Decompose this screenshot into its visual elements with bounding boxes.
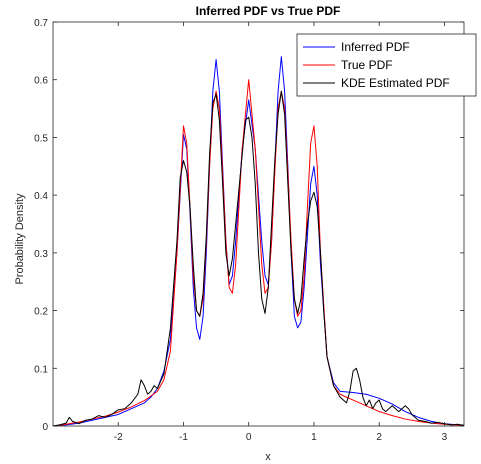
x-tick-label: 1: [311, 432, 317, 443]
x-tick-label: -2: [114, 432, 123, 443]
y-tick-label: 0.6: [34, 76, 48, 87]
y-tick-label: 0: [42, 422, 48, 433]
x-axis-label: x: [265, 451, 271, 463]
y-tick-label: 0.2: [34, 307, 48, 318]
series-group: [53, 56, 464, 426]
plot-area: [52, 21, 465, 427]
y-tick-label: 0.3: [34, 249, 48, 260]
chart-title: Inferred PDF vs True PDF: [196, 4, 341, 18]
y-tick-label: 0.5: [34, 133, 48, 144]
legend-entry-0: Inferred PDF: [341, 40, 410, 54]
x-tick-label: 0: [246, 432, 252, 443]
axis-ticks: -2 -1 0 1 2 3 0 0.1 0.2 0.3 0.4 0.5 0.6 0.7: [34, 18, 464, 443]
y-tick-label: 0.1: [34, 364, 48, 375]
axes-box: [52, 21, 465, 427]
x-tick-label: -1: [179, 432, 188, 443]
y-tick-label: 0.4: [34, 191, 48, 202]
legend-entry-1: True PDF: [341, 58, 393, 72]
x-tick-label: 2: [376, 432, 382, 443]
y-tick-label: 0.7: [34, 18, 48, 29]
series-line-2: [53, 90, 464, 426]
x-tick-label: 3: [442, 432, 448, 443]
y-axis-label: Probability Density: [14, 193, 26, 285]
legend-entry-2: KDE Estimated PDF: [341, 76, 450, 90]
legend: Inferred PDF True PDF KDE Estimated PDF: [296, 33, 477, 97]
